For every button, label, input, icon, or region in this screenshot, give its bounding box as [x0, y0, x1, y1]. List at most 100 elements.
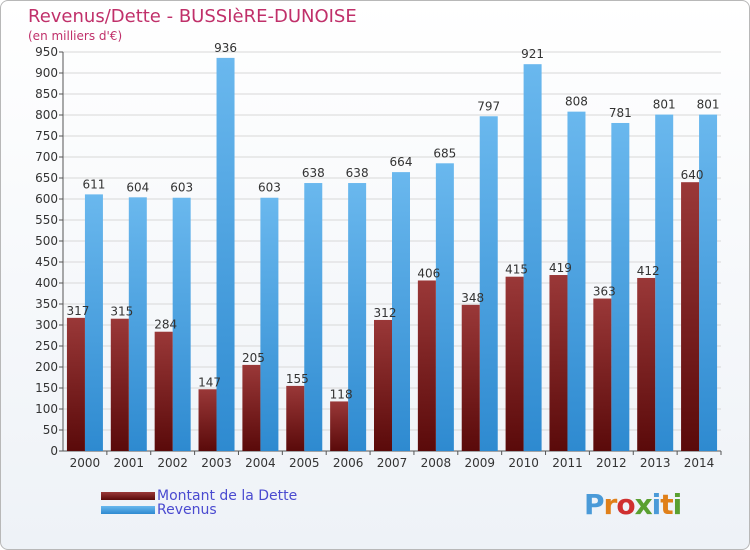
data-label-dette: 312 — [374, 306, 397, 320]
y-tick-label: 250 — [35, 339, 58, 353]
y-tick-label: 400 — [35, 276, 58, 290]
proxiti-logo: Proxiti — [584, 488, 683, 521]
logo-letter: i — [672, 488, 683, 521]
bar-dette — [286, 385, 305, 451]
y-tick-label: 650 — [35, 171, 58, 185]
data-label-dette: 406 — [417, 266, 440, 280]
bar-revenus — [128, 197, 147, 451]
data-label-dette: 118 — [330, 387, 353, 401]
data-label-revenus: 664 — [390, 155, 413, 169]
chart-title: Revenus/Dette - BUSSIèRE-DUNOISE — [28, 6, 357, 27]
data-label-dette: 419 — [549, 261, 572, 275]
logo-letter: r — [603, 488, 618, 521]
y-tick-label: 500 — [35, 234, 58, 248]
x-tick-label: 2014 — [684, 456, 715, 470]
bar-dette — [637, 277, 656, 451]
y-tick-label: 800 — [35, 108, 58, 122]
x-tick-label: 2003 — [201, 456, 232, 470]
logo-letter: x — [634, 488, 653, 521]
bar-revenus — [84, 194, 103, 451]
bar-revenus — [216, 57, 235, 451]
data-label-revenus: 936 — [214, 41, 237, 55]
y-tick-label: 950 — [35, 45, 58, 59]
data-label-dette: 155 — [286, 372, 309, 386]
data-label-dette: 363 — [593, 285, 616, 299]
x-tick-label: 2006 — [333, 456, 364, 470]
data-label-dette: 415 — [505, 263, 528, 277]
bar-dette — [330, 401, 349, 451]
data-label-revenus: 638 — [302, 166, 325, 180]
bar-revenus — [611, 122, 630, 451]
logo-letter: P — [584, 488, 605, 521]
x-tick-label: 2011 — [552, 456, 583, 470]
data-label-dette: 348 — [461, 291, 484, 305]
legend-item-revenus: Revenus — [101, 502, 217, 518]
data-label-dette: 640 — [681, 168, 704, 182]
bar-dette — [198, 389, 217, 451]
data-label-revenus: 603 — [258, 181, 281, 195]
bar-dette — [374, 319, 392, 451]
bar-dette — [417, 280, 436, 451]
y-tick-label: 550 — [35, 213, 58, 227]
data-label-revenus: 685 — [433, 146, 456, 160]
y-tick-label: 450 — [35, 255, 58, 269]
bar-revenus — [435, 163, 454, 452]
data-label-revenus: 638 — [346, 166, 369, 180]
x-tick-label: 2002 — [157, 456, 188, 470]
bar-dette — [505, 276, 524, 451]
logo-letter: i — [651, 488, 662, 521]
y-tick-label: 50 — [43, 423, 58, 437]
y-tick-label: 150 — [35, 381, 58, 395]
y-tick-label: 200 — [35, 360, 58, 374]
bar-revenus — [172, 197, 191, 451]
data-label-dette: 412 — [637, 264, 660, 278]
legend-label-dette: Montant de la Dette — [157, 488, 298, 504]
y-tick-label: 600 — [35, 192, 58, 206]
bar-dette — [593, 298, 612, 451]
bar-revenus — [699, 114, 718, 451]
x-tick-label: 2007 — [377, 456, 408, 470]
data-label-revenus: 781 — [609, 106, 632, 120]
y-tick-label: 900 — [35, 66, 58, 80]
data-label-dette: 317 — [66, 304, 89, 318]
bar-dette — [242, 364, 261, 451]
x-tick-label: 2008 — [421, 456, 452, 470]
bar-revenus — [348, 183, 367, 452]
legend-swatch-dette — [101, 492, 155, 500]
data-label-revenus: 604 — [126, 180, 149, 194]
bar-dette — [681, 182, 700, 451]
data-label-dette: 205 — [242, 351, 265, 365]
y-tick-label: 850 — [35, 87, 58, 101]
bar-revenus — [392, 172, 410, 451]
bar-revenus — [567, 111, 586, 451]
data-label-revenus: 603 — [170, 181, 193, 195]
x-tick-label: 2012 — [596, 456, 627, 470]
legend-swatch-revenus — [101, 506, 155, 514]
logo-letter: t — [660, 488, 673, 521]
x-tick-label: 2010 — [508, 456, 539, 470]
bar-dette — [549, 275, 568, 451]
y-tick-label: 750 — [35, 129, 58, 143]
bar-revenus — [655, 114, 674, 451]
chart-subtitle: (en milliers d'€) — [28, 29, 123, 43]
data-label-dette: 284 — [154, 318, 177, 332]
data-label-revenus: 797 — [477, 99, 500, 113]
data-label-revenus: 801 — [653, 98, 676, 112]
x-tick-label: 2004 — [245, 456, 276, 470]
logo-letter: o — [616, 488, 635, 521]
x-tick-label: 2013 — [640, 456, 671, 470]
legend-label-revenus: Revenus — [157, 502, 217, 518]
data-label-revenus: 808 — [565, 95, 588, 109]
x-tick-label: 2005 — [289, 456, 320, 470]
bar-dette — [461, 304, 480, 451]
y-tick-label: 350 — [35, 297, 58, 311]
x-tick-label: 2009 — [464, 456, 495, 470]
bar-dette — [66, 317, 85, 451]
y-tick-label: 0 — [50, 444, 58, 458]
y-tick-label: 300 — [35, 318, 58, 332]
bar-dette — [110, 318, 129, 451]
y-tick-label: 100 — [35, 402, 58, 416]
legend-item-dette: Montant de la Dette — [101, 488, 297, 504]
